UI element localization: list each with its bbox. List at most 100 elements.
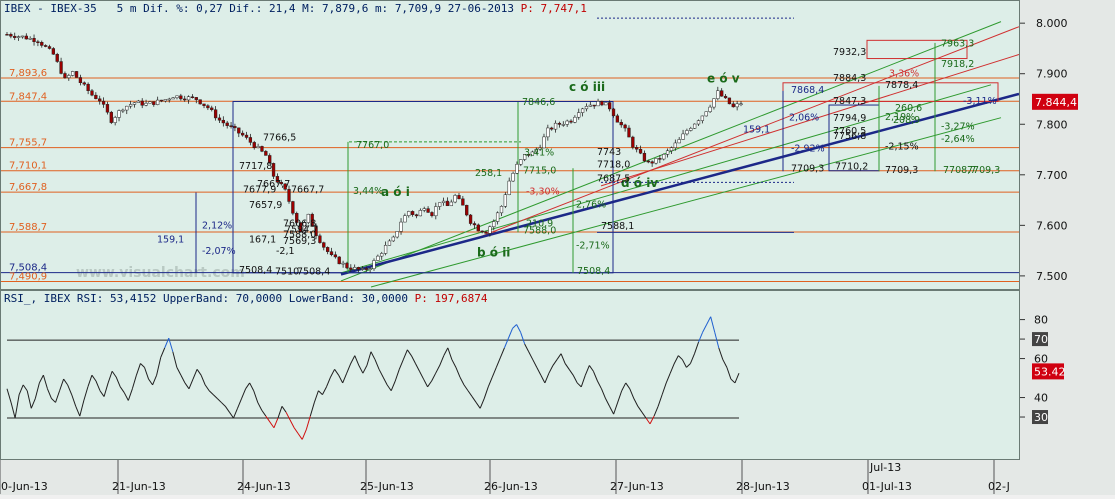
rsi-tick-label: 60 (1034, 353, 1048, 366)
annotation: 7932,3 (833, 47, 866, 58)
price-tick-label: 7.800 (1036, 118, 1068, 131)
rsi-segment (91, 374, 97, 382)
rsi-segment (601, 388, 607, 399)
annotation: 7508,4 (239, 265, 272, 276)
rsi-segment (556, 353, 562, 360)
rsi-segment (59, 378, 65, 391)
annotation: 2,19% (885, 112, 915, 123)
annotation: 7588,0 (283, 229, 316, 240)
candle-body (530, 151, 535, 156)
candle-body (148, 101, 152, 104)
annotation: -2,92% (791, 144, 825, 155)
level-label-1: 7,847,4 (9, 91, 47, 102)
candle-body (689, 128, 693, 131)
candle-body (360, 268, 365, 270)
annotation: 159,1 (743, 124, 770, 135)
rsi-segment (220, 402, 226, 407)
candle-body (604, 102, 608, 106)
price-tick-label: 8.000 (1036, 17, 1068, 30)
annotation: 7710,2 (835, 162, 868, 173)
rsi-segment (459, 376, 465, 386)
rsi-segment (330, 369, 336, 378)
price-chart-svg: www.visualchart.com7,893,67,847,47,755,7… (1, 17, 1019, 288)
wave-label-4: e ó v (707, 71, 740, 85)
candle-body (646, 160, 650, 163)
candle-body (550, 127, 554, 130)
rsi-segment (423, 378, 429, 388)
candle-body (665, 150, 670, 155)
candle-body (453, 195, 457, 203)
date-axis[interactable]: 20-Jun-13 21-Jun-13 24-Jun-13 25-Jun-13 26-J… (0, 460, 1115, 495)
annotation: 7510 (275, 266, 299, 277)
rsi-segment (390, 380, 396, 391)
date-tick-label: 28-Jun-13 (736, 480, 790, 493)
rsi-segment (326, 376, 331, 388)
header-price: 7,747,1 (540, 2, 587, 15)
candle-body (600, 101, 604, 106)
candle-body (287, 189, 291, 202)
rsi-segment (617, 390, 623, 403)
rsi-axis[interactable]: 80 70 60 40 30 53.42 (1020, 290, 1115, 460)
annotation: 7709,3 (791, 163, 824, 174)
rsi-segment (156, 357, 162, 376)
rsi-segment (439, 355, 445, 366)
price-axis[interactable]: 8.000 7.900 7.800 7.700 7.600 7.500 7.844,4 (1020, 0, 1115, 290)
rsi-chart-pane[interactable]: RSI_, IBEX RSI: 53,4152 UpperBand: 70,00… (0, 290, 1020, 460)
candle-body (167, 98, 171, 101)
annotation: -3,27% (941, 121, 975, 132)
rsi-segment (152, 374, 158, 386)
annotation: 7569,3 (283, 236, 316, 247)
candle-body (484, 231, 488, 234)
rsi-segment (127, 388, 133, 401)
annotation: 7657,9 (249, 200, 282, 211)
rsi-segment (508, 328, 513, 339)
rsi-segment (528, 351, 534, 360)
annotation: 7717,8 (239, 161, 272, 172)
rsi-segment (180, 374, 186, 384)
rsi-segment (208, 390, 214, 396)
candle-body (16, 36, 21, 38)
annotation: 7667,7 (257, 179, 290, 190)
candle-body (569, 120, 573, 123)
annotation: 7718,0 (597, 160, 630, 171)
rsi-segment (14, 394, 20, 419)
candle-body (283, 183, 287, 190)
rsi-segment (410, 355, 416, 364)
date-tick-label: 20-Jun-13 (0, 480, 48, 493)
rsi-segment (249, 382, 255, 391)
level-label-5: 7,588,7 (9, 222, 47, 233)
rsi-segment (237, 398, 243, 409)
candle-body (260, 146, 264, 152)
rsi-segment (536, 367, 542, 376)
rsi-axis-svg: 80 70 60 40 30 53.42 (1020, 314, 1066, 425)
annotation: -2,07% (202, 246, 236, 257)
candle-body (67, 75, 71, 79)
candle-body (542, 136, 546, 149)
candle-body (337, 256, 341, 265)
rsi-segment (253, 390, 259, 403)
candle-body (708, 106, 712, 112)
annotation: 7588,0 (523, 225, 556, 236)
rsi-segment (277, 406, 283, 419)
rsi-segment (281, 406, 287, 413)
annotation: 260,6 (895, 103, 922, 114)
price-chart-pane[interactable]: IBEX - IBEX-35 5 m Dif. %: 0,27 Dif.: 21… (0, 0, 1020, 290)
rsi-segment (184, 382, 190, 390)
candle-body (488, 226, 492, 234)
candle-body (125, 105, 129, 111)
candle-body (430, 212, 434, 217)
rsi-segment (718, 347, 724, 360)
rsi-segment (722, 359, 728, 368)
candle-body (105, 104, 110, 113)
rsi-segment (491, 367, 497, 378)
candle-body (611, 108, 616, 117)
candle-body (356, 267, 361, 270)
rsi-segment (443, 347, 449, 356)
green-channel-upper (340, 21, 1002, 282)
rsi-segment (447, 347, 453, 360)
rsi-segment (479, 398, 485, 409)
rsi-segment (366, 351, 372, 366)
candle-body (244, 134, 249, 138)
candle-body (198, 99, 202, 105)
candle-body (465, 204, 469, 216)
